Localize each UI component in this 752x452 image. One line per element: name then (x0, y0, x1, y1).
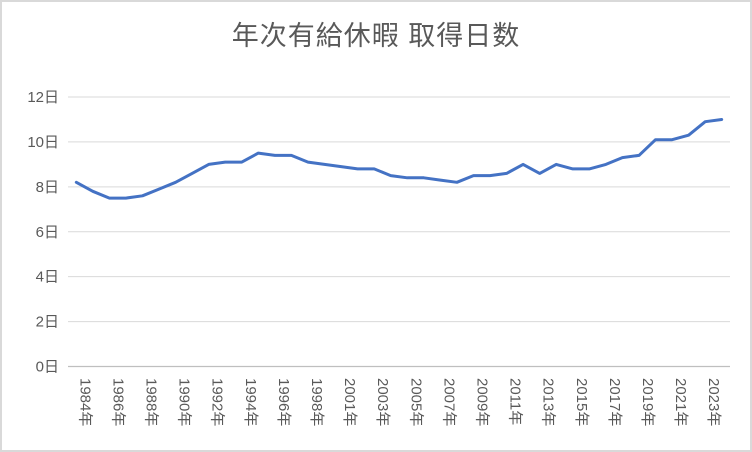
x-axis-tick-label: 2015年 (573, 378, 590, 426)
x-axis-tick-label: 2003年 (374, 378, 391, 426)
x-axis-tick-label: 2021年 (672, 378, 689, 426)
x-axis-tick-label: 1990年 (176, 378, 193, 426)
x-axis-tick-label: 2009年 (473, 378, 490, 426)
y-axis-tick-label: 4日 (36, 269, 59, 286)
x-axis-tick-label: 1994年 (242, 378, 259, 426)
y-axis-tick-label: 6日 (36, 224, 59, 241)
y-axis-tick-label: 8日 (36, 179, 59, 196)
y-axis-tick-label: 0日 (36, 359, 59, 376)
x-axis-tick-label: 1992年 (209, 378, 226, 426)
x-axis-tick-label: 1984年 (76, 378, 93, 426)
chart-title: 年次有給休暇 取得日数 (231, 21, 521, 51)
y-axis-tick-label: 10日 (27, 134, 59, 151)
x-axis-tick-label: 1986年 (109, 378, 126, 426)
x-axis-tick-label: 2011年 (507, 378, 524, 425)
y-axis-tick-label: 12日 (27, 89, 59, 106)
x-axis-tick-label: 2013年 (540, 378, 557, 426)
x-axis-tick-label: 1998年 (308, 378, 325, 426)
x-axis-tick-label: 2007年 (440, 378, 457, 426)
x-axis-tick-label: 2001年 (341, 378, 358, 426)
x-axis-tick-label: 2005年 (407, 378, 424, 426)
y-axis-tick-label: 2日 (36, 314, 59, 331)
data-series-line (74, 118, 724, 200)
x-axis-tick-label: 2023年 (705, 378, 722, 426)
x-axis-tick-label: 1996年 (275, 378, 292, 426)
x-axis-tick-label: 2017年 (606, 378, 623, 426)
x-axis-tick-label: 1988年 (142, 378, 159, 426)
x-axis-tick-label: 2019年 (639, 378, 656, 426)
